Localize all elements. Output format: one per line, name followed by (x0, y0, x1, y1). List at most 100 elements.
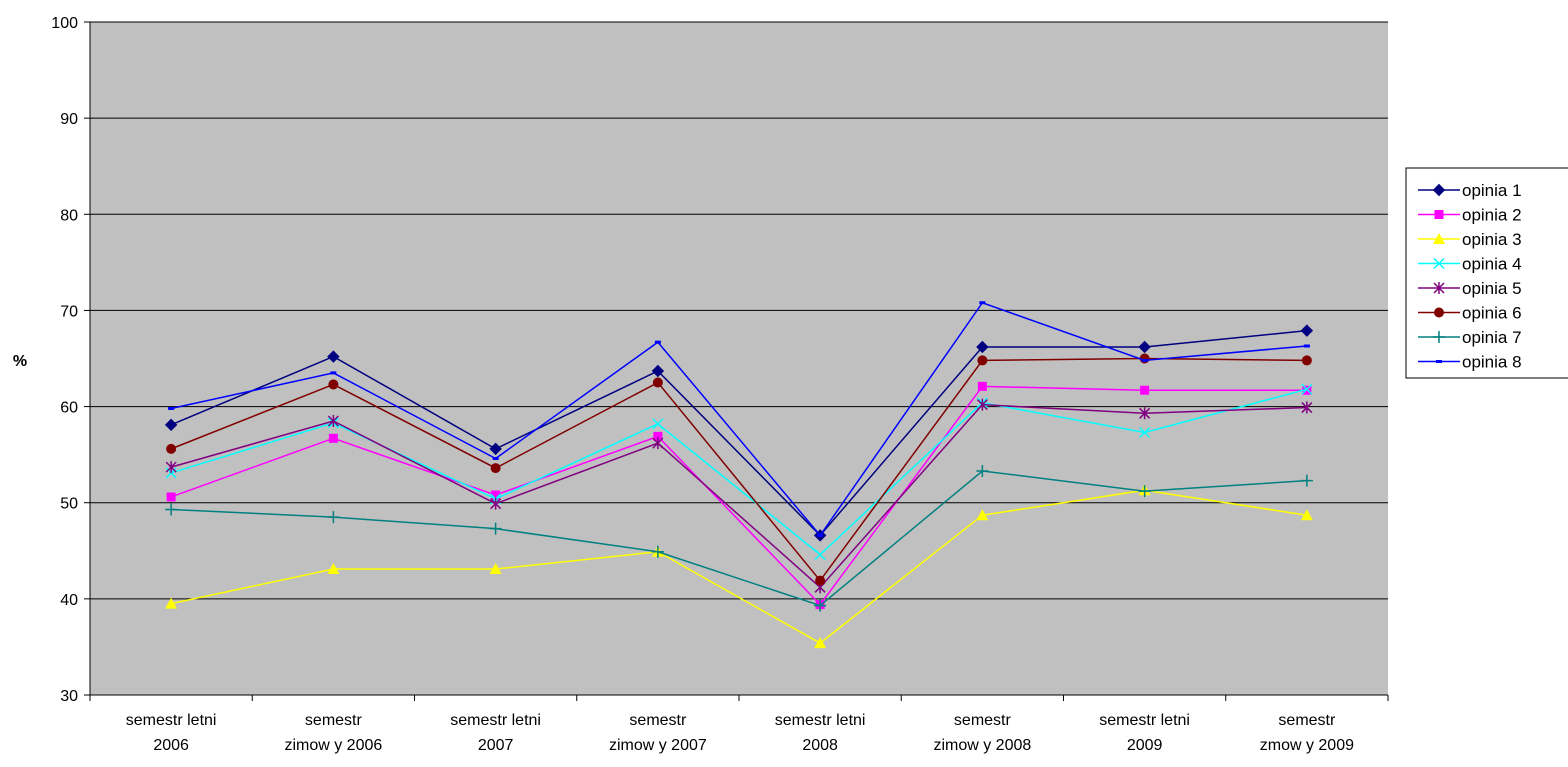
legend-item: opinia 1 (1418, 181, 1522, 200)
data-point (652, 437, 664, 450)
data-point (1301, 383, 1313, 395)
data-point (815, 575, 826, 586)
y-tick-label: 60 (60, 400, 78, 417)
y-tick-label: 40 (60, 592, 78, 609)
data-point (976, 509, 989, 521)
series-opinia-7 (165, 464, 1313, 612)
x-tick-label: semestr letni 2007 (450, 712, 541, 754)
data-point (977, 355, 988, 366)
data-point (327, 350, 340, 363)
x-tick-label: semestr letni 2008 (775, 712, 866, 754)
data-point (168, 406, 175, 410)
series-line (170, 403, 1307, 589)
data-point (653, 431, 663, 441)
data-point (652, 377, 663, 388)
data-point (817, 533, 824, 537)
legend-label: opinia 7 (1462, 328, 1522, 347)
gridlines (90, 21, 1388, 600)
legend-label: opinia 6 (1462, 304, 1522, 323)
legend-item: opinia 5 (1418, 279, 1522, 298)
y-tick-label: 80 (60, 207, 78, 224)
series-line (171, 470, 1307, 607)
legend-item: opinia 6 (1418, 304, 1522, 323)
legend-label: opinia 8 (1462, 353, 1522, 372)
data-point (1301, 401, 1313, 414)
legend-marker (1433, 233, 1445, 244)
legend-label: opinia 1 (1462, 181, 1522, 200)
x-tick-label: semestr letni 2006 (126, 712, 217, 754)
data-point (165, 503, 178, 516)
data-point (1138, 340, 1151, 354)
data-point (164, 418, 178, 432)
data-point (654, 340, 661, 344)
data-point (1139, 426, 1151, 439)
series-line (170, 357, 1307, 582)
legend-item: opinia 3 (1418, 230, 1522, 249)
series-opinia-5 (165, 398, 1313, 594)
data-point (1301, 355, 1312, 366)
y-axis-title: % (13, 353, 27, 370)
legend-item: opinia 4 (1418, 255, 1522, 274)
legend: opinia 1 opinia 2 opinia 3 opinia 4 opinia 5… (1405, 167, 1568, 379)
series-line (170, 329, 1307, 537)
data-point (652, 418, 664, 430)
data-point (1300, 509, 1313, 521)
data-point (651, 545, 664, 558)
data-point (814, 599, 827, 612)
series-line (170, 385, 1307, 606)
legend-item: opinia 7 (1418, 328, 1522, 347)
x-tick-label: semestr zimow y 2007 (609, 712, 707, 754)
data-point (1300, 324, 1314, 337)
y-tick-label: 70 (60, 303, 78, 320)
data-point (327, 563, 340, 575)
data-point (492, 456, 499, 460)
data-point (1300, 474, 1313, 487)
x-tick-label: semestr zmow y 2009 (1260, 712, 1354, 754)
legend-label: opinia 5 (1462, 279, 1522, 298)
series-opinia-6 (166, 353, 1312, 586)
legend-marker (1434, 307, 1444, 318)
series-opinia-8 (168, 301, 1310, 537)
x-tick-label: semestr zimow y 2006 (284, 712, 382, 754)
legend-item: opinia 2 (1418, 206, 1522, 225)
data-point (814, 549, 826, 561)
data-point (1138, 485, 1151, 498)
legend-box (1405, 167, 1568, 379)
legend-marker (1433, 331, 1445, 343)
data-point (327, 414, 339, 427)
data-point (976, 340, 989, 354)
y-tick-label: 30 (60, 688, 78, 705)
series-lines (164, 301, 1314, 649)
x-tick-label: semestr letni 2009 (1099, 712, 1190, 754)
data-point (165, 461, 177, 474)
y-tick-label: 100 (51, 15, 78, 32)
data-point (976, 464, 989, 477)
series-opinia-3 (165, 484, 1313, 649)
data-point (166, 492, 176, 502)
data-point (490, 497, 502, 510)
data-point (491, 490, 501, 500)
legend-label: opinia 3 (1462, 230, 1522, 249)
data-point (489, 563, 502, 575)
data-point (979, 301, 986, 305)
data-point (1139, 407, 1151, 420)
data-point (651, 364, 665, 378)
y-tick-label: 90 (60, 111, 78, 128)
legend-label: opinia 4 (1462, 255, 1522, 274)
data-point (489, 442, 502, 456)
x-axis-ticks: semestr letni 2006 semestr zimow y 2006 seme… (89, 695, 1389, 754)
series-line (170, 301, 1307, 537)
legend-marker (1433, 257, 1445, 270)
x-tick-label: semestr zimow y 2008 (933, 712, 1031, 754)
data-point (814, 637, 827, 649)
legend-marker (1434, 210, 1444, 219)
data-point (165, 597, 178, 609)
legend-marker (1436, 360, 1442, 363)
data-point (327, 511, 340, 524)
y-tick-label: 50 (60, 496, 78, 513)
data-point (1140, 385, 1150, 395)
data-point (977, 381, 987, 391)
data-point (328, 379, 339, 390)
series-line (170, 489, 1307, 644)
